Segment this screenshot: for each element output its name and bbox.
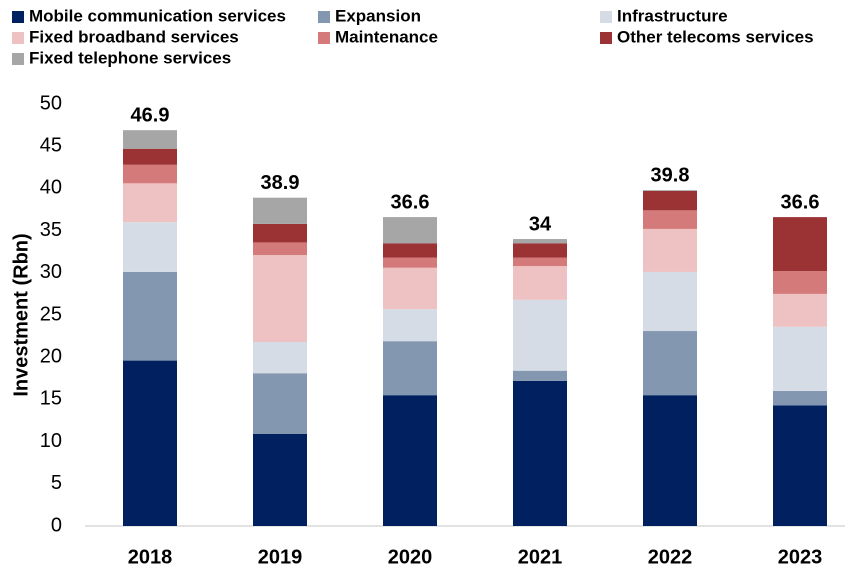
y-tick-label: 35 (40, 219, 62, 241)
x-tick-label: 2021 (518, 546, 563, 568)
bar-segment (513, 380, 567, 526)
bar-segment (513, 243, 567, 258)
legend-swatch (318, 32, 330, 44)
y-tick-label: 15 (40, 388, 62, 410)
bar-segment (253, 373, 307, 435)
bar-segment (643, 190, 697, 191)
bar-segment (643, 331, 697, 396)
legend-label: Expansion (335, 6, 421, 25)
bar-segment (643, 271, 697, 332)
legend-label: Other telecoms services (617, 27, 814, 46)
x-tick-label: 2023 (778, 546, 823, 568)
x-tick-label: 2020 (388, 546, 433, 568)
y-tick-label: 10 (40, 430, 62, 452)
total-label: 38.9 (261, 172, 300, 194)
bar-segment (123, 130, 177, 149)
legend-label: Fixed broadband services (29, 27, 239, 46)
y-tick-label: 20 (40, 345, 62, 367)
total-label: 36.6 (391, 191, 430, 213)
y-tick-label: 5 (51, 472, 62, 494)
bar-segment (643, 190, 697, 211)
bar-segment (513, 299, 567, 371)
bar-segment (773, 405, 827, 526)
bar-segment (123, 183, 177, 223)
legend-swatch (600, 11, 612, 23)
legend-swatch (12, 32, 24, 44)
bar-segment (383, 257, 437, 268)
bar-segment (253, 255, 307, 343)
y-tick-label: 50 (40, 92, 62, 114)
y-tick-label: 30 (40, 261, 62, 283)
legend-swatch (600, 32, 612, 44)
bar-segment (513, 266, 567, 300)
bar-segment (253, 342, 307, 374)
bar-segment (253, 434, 307, 526)
bar-segment (253, 223, 307, 243)
bar-segment (123, 360, 177, 526)
legend-swatch (12, 11, 24, 23)
bar-segment (123, 148, 177, 165)
bar-segment (383, 395, 437, 526)
y-axis-title: Investment (Rbn) (10, 233, 32, 396)
bar-segment (123, 271, 177, 361)
bar-segment (773, 217, 827, 272)
bar-segment (643, 395, 697, 526)
bar-segment (513, 239, 567, 244)
bar-segment (383, 309, 437, 342)
bar-segment (643, 210, 697, 229)
x-tick-label: 2022 (648, 546, 693, 568)
legend-swatch (318, 11, 330, 23)
legend-label: Fixed telephone services (29, 48, 231, 67)
bar-segment (383, 217, 437, 244)
y-tick-label: 40 (40, 177, 62, 199)
bar-segment (513, 257, 567, 267)
legend-swatch (12, 53, 24, 65)
y-tick-label: 45 (40, 134, 62, 156)
legend-label: Maintenance (335, 27, 438, 46)
total-label: 34 (529, 213, 552, 235)
bar-segment (773, 271, 827, 294)
total-label: 39.8 (651, 164, 690, 186)
bar-segment (383, 341, 437, 396)
bar-segment (513, 370, 567, 381)
x-tick-label: 2018 (128, 546, 173, 568)
bar-segment (123, 164, 177, 184)
bar-segment (773, 390, 827, 406)
bar-segment (123, 222, 177, 272)
bar-segment (383, 243, 437, 258)
x-tick-label: 2019 (258, 546, 303, 568)
legend-label: Mobile communication services (29, 6, 286, 25)
bar-segment (773, 326, 827, 391)
y-tick-label: 0 (51, 514, 62, 536)
bar-segment (253, 197, 307, 224)
bar-segment (253, 242, 307, 256)
y-tick-label: 25 (40, 303, 62, 325)
total-label: 46.9 (131, 104, 170, 126)
bar-segment (643, 228, 697, 272)
bar-segment (773, 293, 827, 327)
total-label: 36.6 (781, 191, 820, 213)
bar-segment (383, 267, 437, 310)
legend-label: Infrastructure (617, 6, 728, 25)
